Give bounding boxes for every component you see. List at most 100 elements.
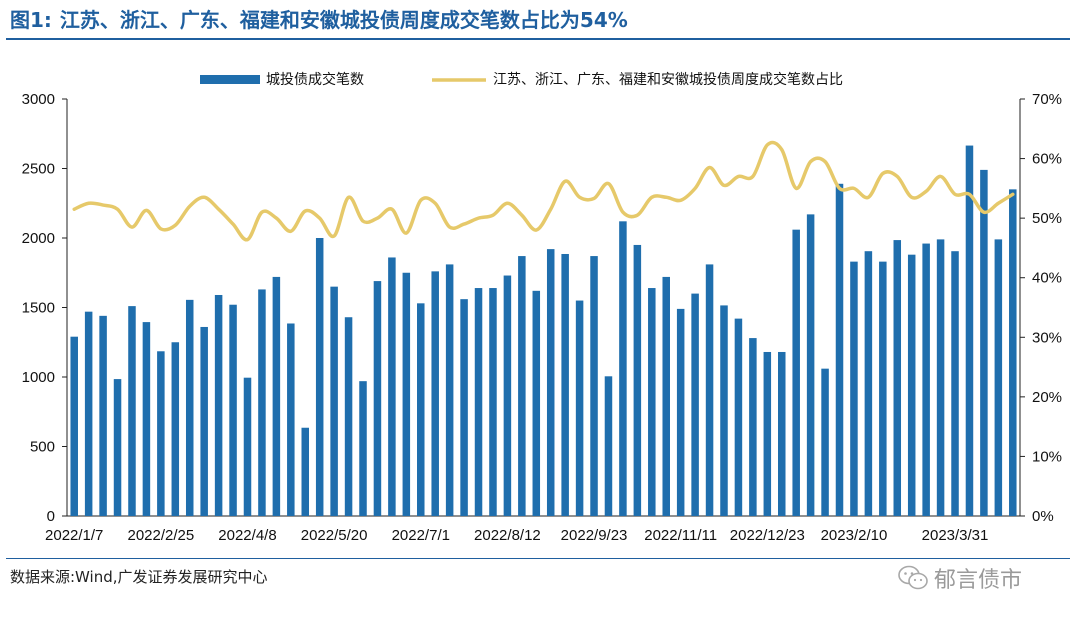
- bar: [965, 145, 974, 516]
- bar: [575, 300, 584, 516]
- bar: [99, 315, 107, 516]
- x-axis-tick-label: 2023/3/31: [922, 527, 989, 544]
- bar: [113, 379, 122, 516]
- bar: [806, 214, 815, 516]
- x-axis-tick-label: 2022/4/8: [218, 527, 276, 544]
- bar: [70, 336, 78, 516]
- bar: [936, 239, 945, 516]
- bar: [749, 338, 757, 516]
- legend-line-label: 江苏、浙江、广东、福建和安徽城投债周度成交笔数占比: [493, 71, 843, 88]
- bar: [705, 264, 714, 516]
- bar: [214, 294, 223, 516]
- right-axis-tick-label: 10%: [1032, 448, 1062, 465]
- bar: [720, 305, 728, 516]
- bar: [474, 288, 483, 516]
- bar: [648, 288, 656, 516]
- bar: [778, 351, 786, 516]
- bar: [373, 281, 382, 516]
- title-divider: [6, 38, 1070, 40]
- bar: [980, 169, 988, 516]
- x-axis-tick-label: 2022/8/12: [474, 527, 541, 544]
- bar: [388, 257, 396, 516]
- x-axis-tick-label: 2023/2/10: [821, 527, 888, 544]
- bar: [763, 351, 772, 516]
- bar: [359, 381, 367, 516]
- bar: [417, 303, 425, 516]
- x-axis-tick-label: 2022/5/20: [301, 527, 368, 544]
- bar: [503, 275, 512, 516]
- bar: [157, 351, 165, 516]
- bar: [604, 376, 613, 516]
- bar: [879, 261, 887, 516]
- line-series: [72, 140, 1015, 242]
- left-axis-tick-label: 0: [47, 508, 55, 525]
- bar: [315, 238, 324, 516]
- data-source-note: 数据来源:Wind,广发证券发展研究中心: [10, 568, 268, 586]
- bar: [633, 244, 642, 516]
- axes: [62, 98, 1025, 517]
- bar: [171, 342, 180, 516]
- bar: [301, 427, 310, 516]
- bar: [518, 256, 526, 516]
- bar-series: [70, 145, 1017, 517]
- left-axis-tick-label: 2000: [22, 230, 55, 247]
- bar: [287, 323, 295, 516]
- tick-labels: 0 500 1000 1500 2000 2500 3000 0% 10% 20% 30% 40% 50…: [22, 91, 1062, 544]
- bar: [330, 286, 338, 516]
- watermark: 郁言债市: [898, 562, 1022, 594]
- left-axis-tick-label: 500: [30, 439, 55, 456]
- bar: [258, 289, 266, 516]
- bar: [850, 261, 858, 516]
- bar: [84, 311, 93, 516]
- left-axis-tick-label: 3000: [22, 91, 55, 108]
- bar: [864, 251, 873, 516]
- chart-title: 图1: 江苏、浙江、广东、福建和安徽城投债周度成交笔数占比为54%: [10, 5, 1070, 41]
- x-axis-tick-label: 2022/2/25: [127, 527, 194, 544]
- x-axis-tick-label: 2022/12/23: [730, 527, 805, 544]
- x-axis-tick-label: 2022/9/23: [561, 527, 628, 544]
- bar: [489, 288, 497, 516]
- footer-divider: [6, 558, 1070, 559]
- bar: [734, 318, 743, 516]
- bar: [792, 229, 800, 516]
- bar: [893, 240, 902, 516]
- legend-bar-label: 城投债成交笔数: [266, 71, 364, 88]
- bar: [128, 306, 136, 516]
- bar: [676, 308, 685, 516]
- figure-title-text: 江苏、浙江、广东、福建和安徽城投债周度成交笔数占比为54%: [59, 8, 628, 32]
- bar: [229, 304, 237, 516]
- bar: [344, 317, 353, 516]
- bar: [243, 377, 252, 516]
- bar: [590, 256, 598, 516]
- bar: [272, 276, 281, 516]
- bar: [402, 272, 411, 516]
- bar: [619, 221, 627, 516]
- right-axis-tick-label: 20%: [1032, 389, 1062, 406]
- figure-number: 图1:: [10, 8, 52, 32]
- left-axis-tick-label: 1000: [22, 369, 55, 386]
- legend: 城投债成交笔数 江苏、浙江、广东、福建和安徽城投债周度成交笔数占比: [200, 71, 843, 88]
- right-axis-tick-label: 40%: [1032, 270, 1062, 287]
- bar: [835, 183, 844, 517]
- bar: [431, 271, 439, 516]
- bar: [445, 264, 454, 516]
- bar: [951, 251, 959, 516]
- right-axis-tick-label: 50%: [1032, 210, 1062, 227]
- right-axis-tick-label: 70%: [1032, 91, 1062, 108]
- bar: [185, 299, 194, 516]
- bar: [561, 253, 569, 517]
- bar: [691, 293, 699, 516]
- bar: [662, 276, 670, 516]
- bar: [994, 239, 1003, 516]
- bar: [142, 322, 151, 516]
- x-axis-tick-label: 2022/7/1: [392, 527, 450, 544]
- combo-chart: 城投债成交笔数 江苏、浙江、广东、福建和安徽城投债周度成交笔数占比 0 500 10…: [22, 71, 1062, 544]
- share-line: [72, 140, 1015, 242]
- bar: [1009, 189, 1017, 516]
- left-axis-tick-label: 1500: [22, 300, 55, 317]
- legend-bar-swatch: [200, 75, 260, 84]
- watermark-text: 郁言债市: [934, 568, 1023, 593]
- right-axis-tick-label: 0%: [1032, 508, 1054, 525]
- bar: [460, 299, 468, 516]
- x-axis-tick-label: 2022/11/11: [644, 527, 717, 544]
